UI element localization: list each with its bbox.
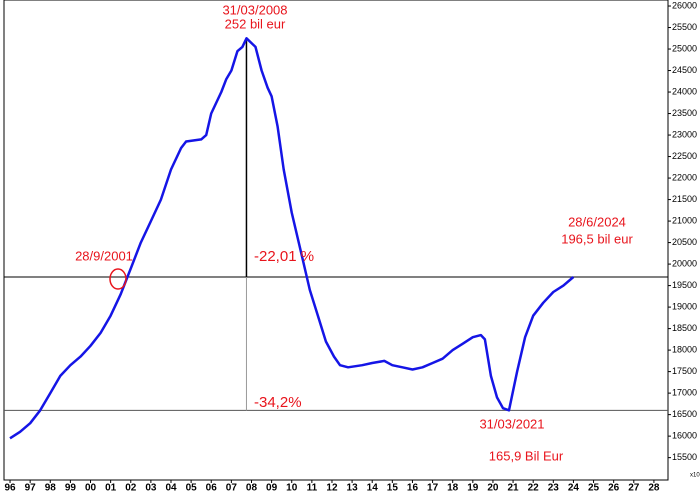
y-tick-label: 18000 [672,344,697,354]
x-tick-label: 18 [447,483,459,494]
y-tick-label: 22500 [672,151,697,161]
x-tick-label: 17 [427,483,439,494]
x-tick-label: 16 [407,483,419,494]
x-tick-label: 11 [307,483,318,494]
x-tick-label: 15 [387,483,399,494]
x-tick-label: 06 [206,483,218,494]
annotation: 28/9/2001 [75,248,133,263]
x-tick-label: 09 [266,483,278,494]
x-tick-label: 98 [45,483,57,494]
x-tick-label: 28 [648,483,660,494]
x-tick-label: 00 [85,483,97,494]
y-tick-label: 17000 [672,387,697,397]
x-tick-label: 20 [487,483,499,494]
x-tick-label: 26 [608,483,620,494]
plot-area [4,37,668,440]
x-tick-label: 19 [467,483,479,494]
x-tick-label: 02 [125,483,137,494]
plot-frame [3,0,669,481]
y-tick-label: 18500 [672,323,697,333]
y-tick-label: 26000 [672,0,697,10]
x-tick-label: 24 [568,483,580,494]
x-tick-label: 03 [145,483,157,494]
y-tick-label: 23500 [672,108,697,118]
x-tick-label: 25 [588,483,600,494]
data-line [9,37,575,440]
annotation: 252 bil eur [225,16,286,31]
y-tick-label: 24000 [672,86,697,96]
x-tick-label: 13 [347,483,359,494]
annotation: 28/6/2024 [568,214,626,229]
annotation: 31/03/2021 [479,416,544,431]
y-tick-label: 24500 [672,65,697,75]
y-tick-label: 16500 [672,409,697,419]
annotation: 196,5 bil eur [561,231,633,246]
x-tick-label: 22 [528,483,540,494]
y-tick-label: 15500 [672,452,697,462]
annotation: 31/03/2008 [222,2,287,17]
y-tick-label: 16000 [672,431,697,441]
y-tick-label: 20500 [672,237,697,247]
y-tick-label: 25000 [672,43,697,53]
x-tick-label: 96 [4,483,16,494]
x-tick-label: 05 [186,483,198,494]
x-tick-label: 01 [105,483,117,494]
x-tick-label: 12 [326,483,338,494]
y-tick-label: 21500 [672,194,697,204]
annotation: 165,9 Bil Eur [489,448,564,463]
x-tick-label: 08 [246,483,258,494]
x-tick-label: 07 [226,483,238,494]
x-tick-label: 10 [286,483,298,494]
y-tick-label: 22000 [672,172,697,182]
annotation: -34,2% [254,394,302,411]
x-tick-label: 14 [367,483,379,494]
annotation: -22,01 % [254,248,314,265]
highlight-circle [109,268,127,290]
x-tick-label: 23 [548,483,560,494]
y-tick-label: 19000 [672,301,697,311]
y-tick-label: 23000 [672,129,697,139]
x-tick-label: 21 [508,483,520,494]
y-tick-label: 21000 [672,215,697,225]
x-tick-label: 27 [628,483,640,494]
y-tick-label: 20000 [672,258,697,268]
y-tick-label: 17500 [672,366,697,376]
x-tick-label: 04 [165,483,177,494]
x-tick-label: 99 [65,483,77,494]
y-tick-label: 25500 [672,22,697,32]
y-tick-label: 19500 [672,280,697,290]
axis-multiplier: x10 [690,473,700,479]
x-tick-label: 97 [25,483,37,494]
